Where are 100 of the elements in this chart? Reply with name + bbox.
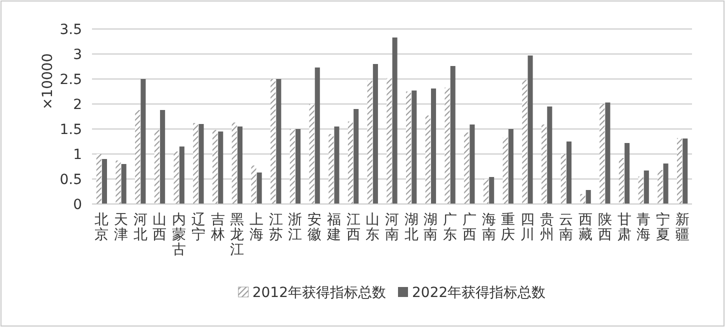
y-tick-label: 0 <box>73 197 82 213</box>
x-tick-label: 湖北 <box>404 212 418 243</box>
bar <box>483 179 488 204</box>
bar <box>116 160 121 204</box>
bar <box>174 152 179 204</box>
x-tick-label: 内蒙古 <box>172 212 186 258</box>
bar <box>96 154 102 204</box>
x-tick-label: 新疆 <box>675 212 690 243</box>
x-tick-label: 甘肃 <box>617 212 632 243</box>
x-tick-label: 江苏 <box>268 212 283 243</box>
x-tick-label: 江西 <box>346 212 360 243</box>
bar <box>605 102 610 204</box>
x-tick-label: 山西 <box>152 212 167 243</box>
bar <box>528 56 533 204</box>
bar <box>444 88 450 204</box>
bar <box>508 129 514 204</box>
x-tick-label: 上海 <box>250 212 264 243</box>
bar <box>218 132 224 204</box>
x-tick-label: 天津 <box>114 212 128 243</box>
bar <box>464 132 470 204</box>
bar <box>522 80 528 204</box>
bar <box>140 79 146 204</box>
bar <box>270 79 276 204</box>
x-tick-label: 湖南 <box>424 212 438 243</box>
bar <box>560 154 566 204</box>
x-tick-label: 海南 <box>482 212 496 243</box>
bar <box>392 38 398 204</box>
bar <box>102 159 107 204</box>
y-tick-label: 2 <box>73 97 82 113</box>
bar <box>412 90 417 204</box>
y-axis-title: ×10000 <box>40 53 56 110</box>
x-tick-label: 西藏 <box>578 212 593 243</box>
bar <box>348 122 353 204</box>
bar <box>580 194 586 204</box>
y-tick-label: 3 <box>73 47 82 63</box>
x-tick-label: 黑龙江 <box>230 212 244 258</box>
x-tick-label: 浙江 <box>288 212 302 243</box>
legend-label: 2012年获得指标总数 <box>252 285 386 301</box>
bar <box>542 124 547 204</box>
y-tick-label: 0.5 <box>60 172 82 188</box>
x-tick-label: 云南 <box>559 212 574 243</box>
bar <box>290 129 295 204</box>
bar <box>121 164 126 204</box>
bar <box>450 66 456 204</box>
bar <box>256 172 262 204</box>
x-tick-label: 河南 <box>385 212 399 243</box>
bar <box>251 166 256 204</box>
legend-label: 2022年获得指标总数 <box>412 285 546 301</box>
x-tick-label: 福建 <box>326 212 341 243</box>
x-tick-label: 贵州 <box>540 212 554 243</box>
bar <box>179 146 184 204</box>
y-tick-label: 1.5 <box>60 122 82 138</box>
x-tick-label: 青海 <box>636 212 651 243</box>
bar <box>372 64 378 204</box>
x-tick-label: 陕西 <box>598 212 612 243</box>
bar <box>677 138 682 204</box>
bar <box>314 68 320 204</box>
x-tick-label: 吉林 <box>210 212 225 243</box>
bar <box>135 110 140 204</box>
bar <box>354 109 359 204</box>
bar <box>334 126 340 204</box>
bar <box>296 129 301 204</box>
bar <box>309 104 314 204</box>
bar <box>237 126 242 204</box>
bar <box>586 190 591 204</box>
bar <box>193 123 198 204</box>
bar <box>566 142 572 204</box>
bar <box>644 170 649 204</box>
bar <box>406 92 412 204</box>
y-tick-label: 3.5 <box>60 22 82 38</box>
x-tick-label: 山东 <box>366 212 380 243</box>
bar <box>425 116 430 204</box>
bar <box>663 164 668 204</box>
x-tick-label: 辽宁 <box>191 212 206 243</box>
x-tick-label: 重庆 <box>501 212 516 243</box>
x-tick-label: 宁夏 <box>656 212 670 243</box>
bar <box>489 177 494 204</box>
bar <box>600 104 605 204</box>
y-tick-label: 2.5 <box>60 72 82 88</box>
bar <box>154 130 160 204</box>
bar <box>682 138 688 204</box>
bar <box>431 88 436 204</box>
bar <box>624 143 630 204</box>
x-tick-label: 北京 <box>94 212 109 243</box>
bar <box>547 106 552 204</box>
bar <box>232 122 237 204</box>
x-tick-label: 广西 <box>462 212 476 243</box>
bar <box>367 80 372 204</box>
bar <box>328 134 334 204</box>
bar <box>658 170 663 204</box>
x-tick-label: 四川 <box>520 212 534 243</box>
bar <box>276 79 282 204</box>
x-tick-label: 广东 <box>443 212 458 243</box>
bar <box>470 124 475 204</box>
bar <box>160 110 166 204</box>
bar <box>386 78 392 204</box>
bar <box>212 130 218 204</box>
bar <box>502 138 508 204</box>
bar <box>638 176 644 204</box>
bar <box>198 124 204 204</box>
